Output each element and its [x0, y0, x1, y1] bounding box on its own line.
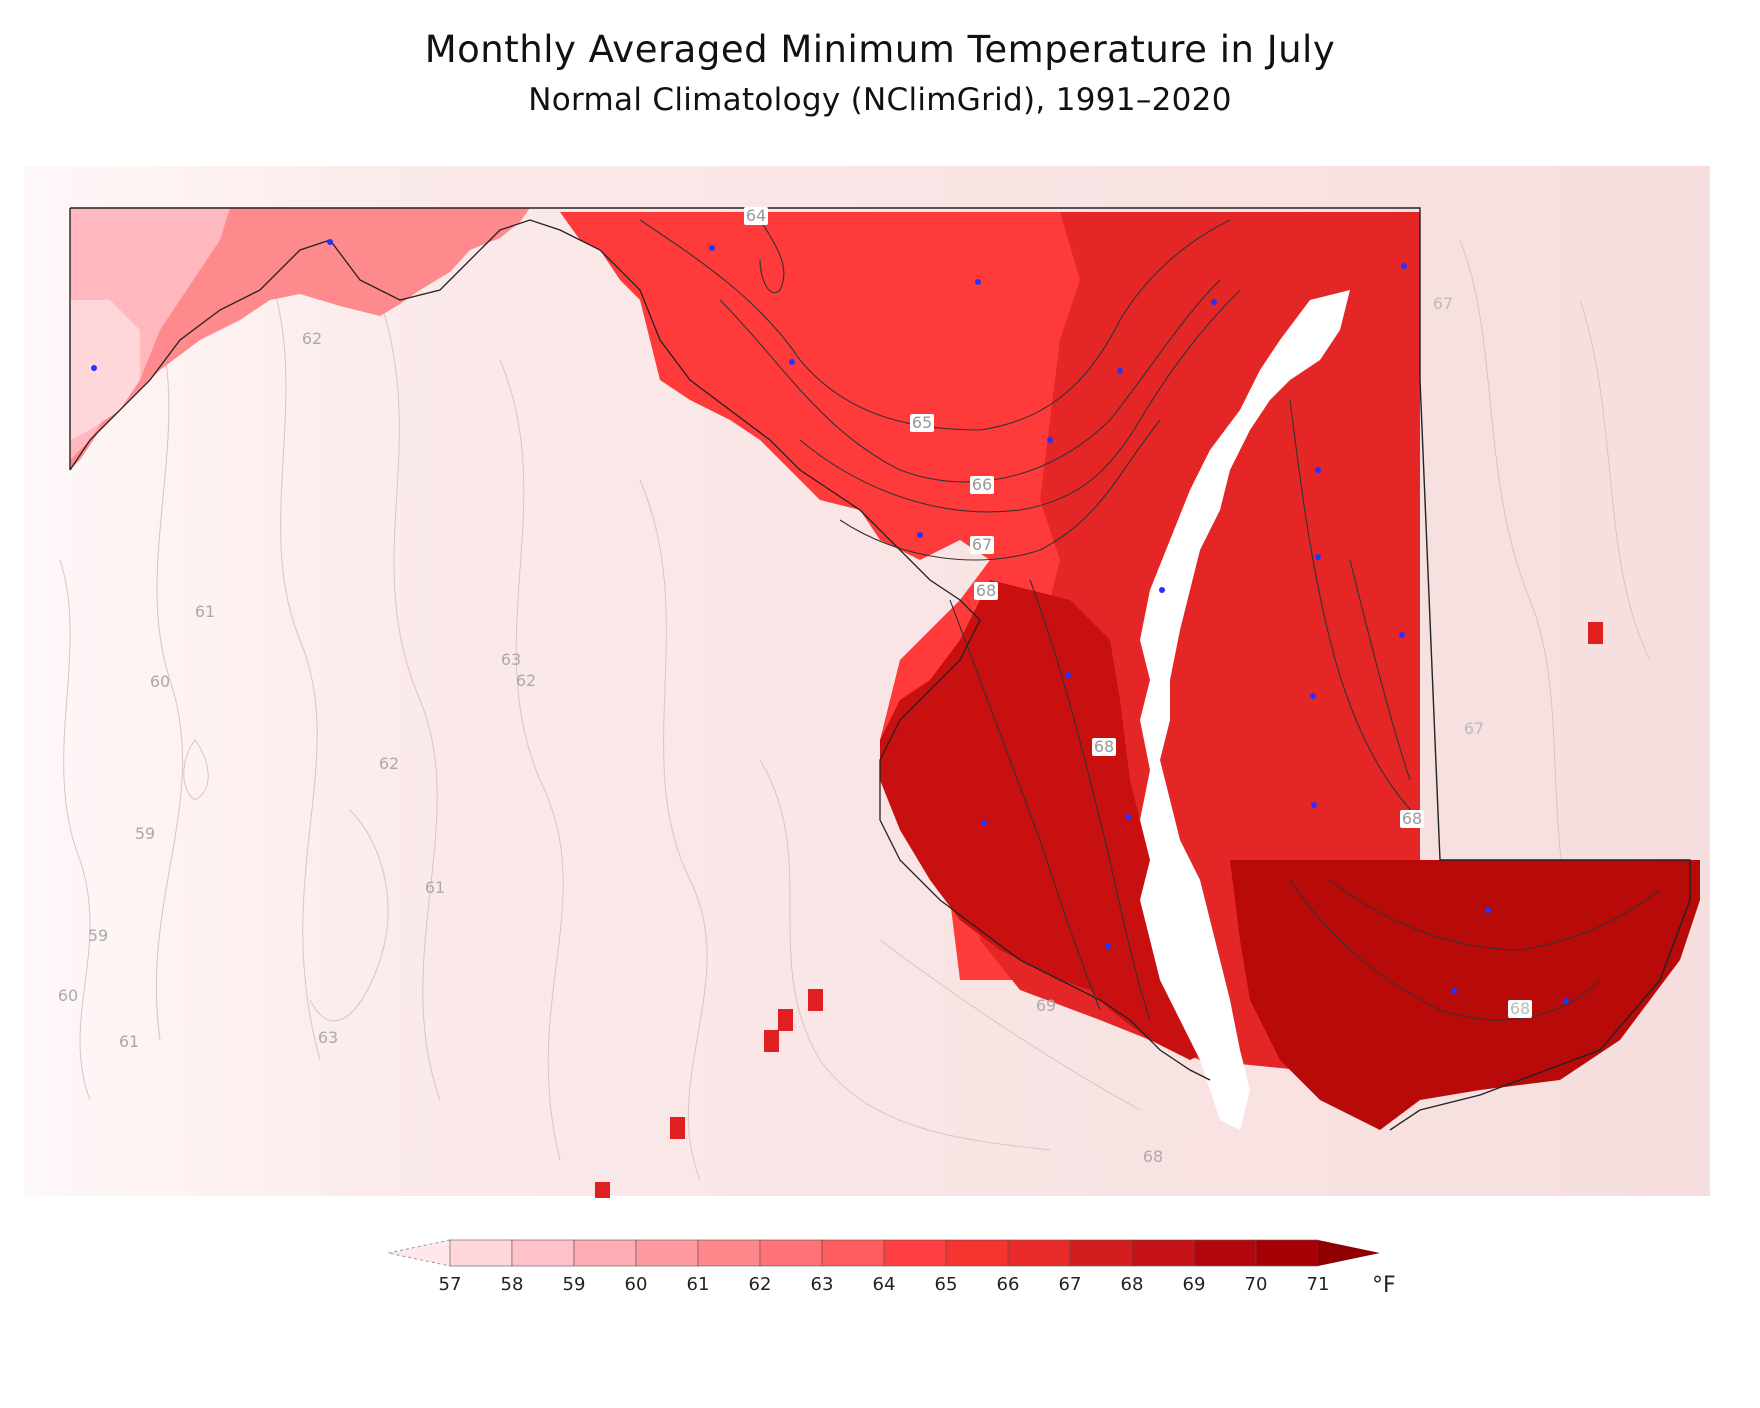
colorbar-tick-labels: 57 58 59 60 61 62 63 64 65 66 67 68 69 70 71	[439, 1274, 1330, 1295]
colorbar-tick-label: 67	[1059, 1274, 1082, 1295]
isolated-grid-cells	[595, 622, 1603, 1198]
contour-label: 64	[746, 206, 766, 225]
chesapeake-bay	[1140, 290, 1350, 1130]
contour-label: 69	[1036, 996, 1056, 1015]
colorbar-box	[1007, 1239, 1071, 1267]
contour-label: 59	[135, 824, 155, 843]
colorbar-tick-label: 69	[1183, 1274, 1206, 1295]
colorbar-box	[1069, 1239, 1133, 1267]
colorbar-tick-label: 61	[687, 1274, 710, 1295]
region-lower-eastern-shore	[1230, 860, 1700, 1130]
colorbar-box	[449, 1239, 513, 1267]
contour-label: 62	[516, 671, 536, 690]
colorbar-tick-label: 62	[749, 1274, 772, 1295]
contour-label: 61	[119, 1032, 139, 1051]
colorbar-tick-label: 68	[1121, 1274, 1144, 1295]
colorbar-tick-label: 57	[439, 1274, 462, 1295]
colorbar-box	[883, 1239, 947, 1267]
colorbar-tick-label: 65	[935, 1274, 958, 1295]
colorbar-box	[821, 1239, 885, 1267]
colorbar-box	[697, 1239, 761, 1267]
colorbar-tick-label: 71	[1307, 1274, 1330, 1295]
contour-label: 59	[88, 926, 108, 945]
contour-label: 60	[58, 986, 78, 1005]
colorbar-tick-label: 59	[563, 1274, 586, 1295]
colorbar-tick-label: 60	[625, 1274, 648, 1295]
contour-label: 68	[1402, 809, 1422, 828]
colorbar-box	[511, 1239, 575, 1267]
colorbar-box	[1255, 1239, 1319, 1267]
colorbar-under-arrow	[387, 1239, 451, 1267]
contour-label: 67	[1433, 294, 1453, 313]
contour-label: 67	[972, 535, 992, 554]
colorbar-box	[1193, 1239, 1257, 1267]
colorbar-tick-label: 66	[997, 1274, 1020, 1295]
contour-label: 68	[1510, 999, 1530, 1018]
background-contours	[59, 239, 1651, 1181]
colorbar-unit: °F	[1372, 1273, 1396, 1298]
contour-label: 68	[976, 581, 996, 600]
map-title: Monthly Averaged Minimum Temperature in …	[424, 28, 1336, 71]
contour-label: 68	[1143, 1147, 1163, 1166]
contour-label: 60	[150, 672, 170, 691]
colorbar-tick-label: 70	[1245, 1274, 1268, 1295]
colorbar-box	[759, 1239, 823, 1267]
colorbar-box	[573, 1239, 637, 1267]
colorbar-boxes	[387, 1239, 1380, 1267]
contour-label: 65	[912, 413, 932, 432]
potomac-river-border	[69, 219, 1211, 1081]
contour-label: 63	[501, 650, 521, 669]
contour-label: 63	[318, 1028, 338, 1047]
contour-labels: 64 65 66 67 68 67 68 67 68 62 61 60 63 6…	[58, 206, 1532, 1166]
map-subtitle: Normal Climatology (NClimGrid), 1991–202…	[528, 82, 1232, 118]
contour-label: 62	[302, 329, 322, 348]
colorbar-over-arrow	[1318, 1240, 1380, 1266]
contour-label: 67	[1464, 719, 1484, 738]
contour-label: 61	[425, 878, 445, 897]
contour-label: 61	[195, 602, 215, 621]
contour-label: 62	[379, 754, 399, 773]
state-contours	[639, 219, 1661, 1021]
region-garrett-cool	[70, 300, 140, 440]
colorbar-tick-label: 58	[501, 1274, 524, 1295]
colorbar-box	[1131, 1239, 1195, 1267]
contour-label: 68	[1094, 737, 1114, 756]
state-boundary	[69, 207, 1691, 1131]
colorbar-tick-label: 63	[811, 1274, 834, 1295]
colorbar-tick-label: 64	[873, 1274, 896, 1295]
weather-stations	[91, 239, 1569, 1004]
colorbar-box	[635, 1239, 699, 1267]
contour-label: 66	[972, 475, 992, 494]
colorbar-box	[945, 1239, 1009, 1267]
